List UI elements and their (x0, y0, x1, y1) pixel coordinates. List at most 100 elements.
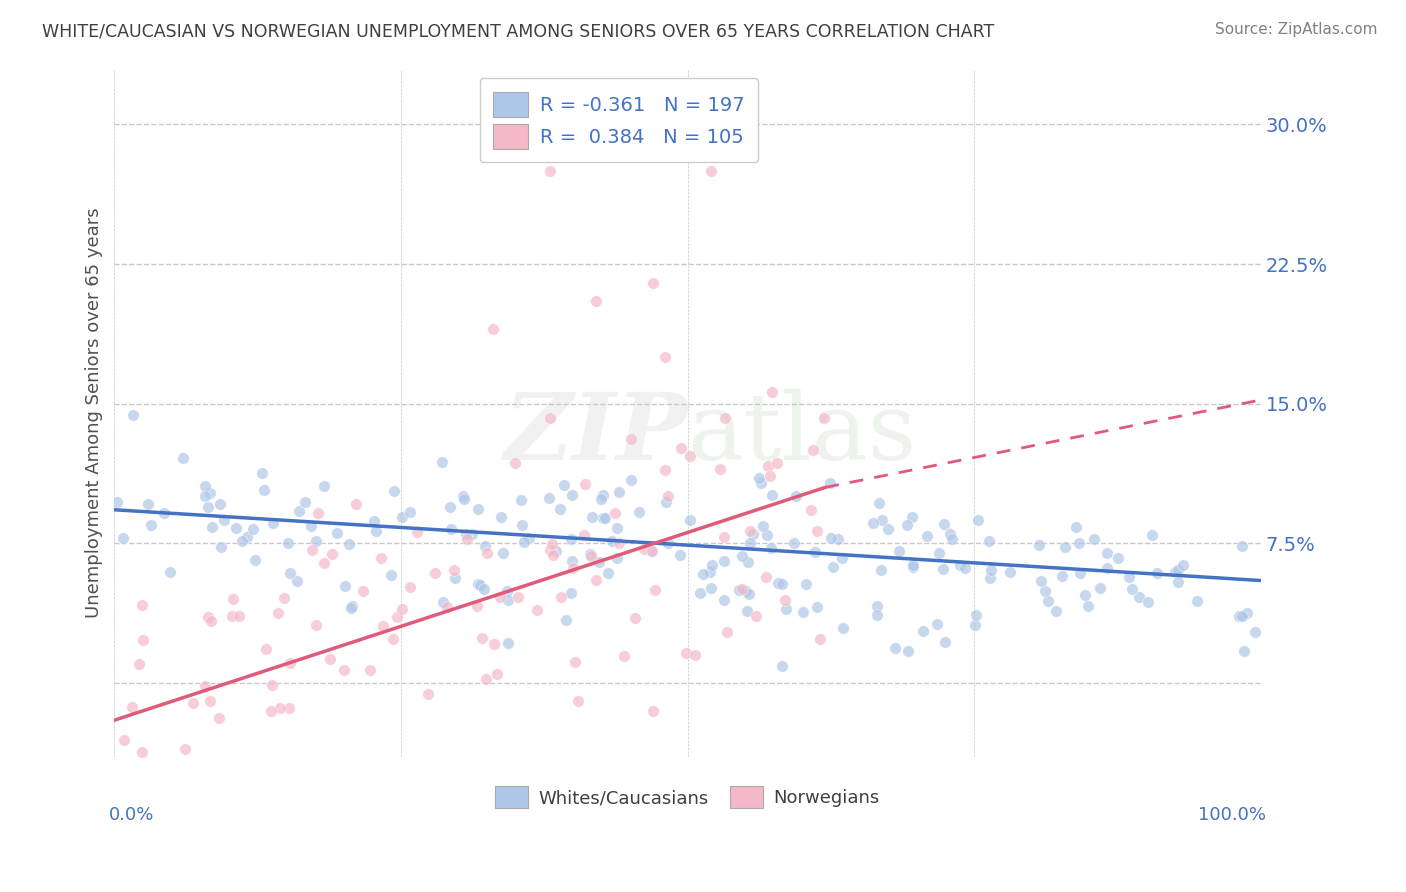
Point (208, 710, 231, 724)
Point (550, 591, 572, 605)
Point (581, 509, 603, 524)
Point (194, 489, 217, 503)
Point (277, 536, 299, 550)
Point (561, 554, 583, 568)
Point (1053, 540, 1076, 554)
Point (738, 536, 761, 550)
Point (595, 511, 617, 525)
Point (359, 663, 381, 677)
Point (1230, 609, 1253, 624)
Point (481, 322, 503, 336)
Point (901, 559, 924, 574)
Point (699, 566, 721, 580)
Point (806, 600, 828, 615)
Point (225, 521, 247, 535)
Point (692, 566, 714, 581)
Point (541, 537, 564, 551)
Text: WHITE/CAUCASIAN VS NORWEGIAN UNEMPLOYMENT AMONG SENIORS OVER 65 YEARS CORRELATIO: WHITE/CAUCASIAN VS NORWEGIAN UNEMPLOYMEN… (42, 22, 994, 40)
Point (766, 456, 789, 470)
Point (198, 694, 221, 708)
Point (145, 799, 167, 814)
Point (491, 546, 513, 560)
Point (953, 561, 976, 575)
Point (236, 530, 259, 544)
Point (606, 550, 628, 565)
Point (567, 694, 589, 708)
Point (977, 534, 1000, 549)
Point (131, 745, 153, 759)
Point (884, 640, 907, 655)
Point (153, 506, 176, 520)
Point (337, 537, 360, 551)
Point (198, 486, 221, 500)
Point (107, 494, 129, 508)
Point (801, 443, 824, 458)
Point (600, 533, 623, 548)
Point (1033, 584, 1056, 599)
Point (897, 643, 920, 657)
Point (900, 510, 922, 524)
Point (589, 492, 612, 507)
Point (391, 601, 413, 615)
Point (482, 637, 505, 651)
Point (1077, 599, 1099, 614)
Point (1028, 539, 1050, 553)
Y-axis label: Unemployment Among Seniors over 65 years: Unemployment Among Seniors over 65 years (86, 208, 103, 618)
Point (928, 546, 950, 560)
Point (212, 513, 235, 527)
Point (748, 471, 770, 485)
Point (870, 513, 893, 527)
Point (513, 535, 536, 549)
Point (439, 500, 461, 514)
Point (465, 599, 488, 614)
Point (326, 525, 349, 540)
Point (869, 564, 891, 578)
Point (136, 497, 159, 511)
Point (406, 524, 429, 539)
Point (304, 534, 326, 549)
Point (254, 641, 277, 656)
Point (294, 495, 316, 509)
Point (200, 614, 222, 628)
Point (592, 510, 614, 524)
Point (783, 536, 806, 550)
Point (751, 476, 773, 491)
Point (1142, 528, 1164, 542)
Point (112, 733, 135, 747)
Point (194, 479, 217, 493)
Point (927, 617, 949, 632)
Point (735, 604, 758, 618)
Point (896, 518, 918, 533)
Point (581, 549, 603, 563)
Point (221, 608, 243, 623)
Point (461, 526, 484, 541)
Point (332, 663, 354, 677)
Point (813, 410, 835, 425)
Point (738, 524, 761, 538)
Point (1146, 566, 1168, 580)
Point (141, 517, 163, 532)
Point (699, 581, 721, 595)
Point (173, 741, 195, 756)
Point (489, 590, 512, 604)
Point (606, 521, 628, 535)
Point (624, 611, 647, 625)
Point (737, 587, 759, 601)
Point (585, 573, 607, 587)
Point (620, 432, 643, 446)
Text: ZIP: ZIP (503, 389, 688, 479)
Point (267, 607, 290, 621)
Text: 100.0%: 100.0% (1198, 805, 1267, 823)
Text: atlas: atlas (688, 389, 917, 479)
Legend: Whites/Caucasians, Norwegians: Whites/Caucasians, Norwegians (486, 777, 889, 817)
Point (262, 678, 284, 692)
Point (477, 546, 499, 560)
Point (728, 583, 751, 598)
Text: 0.0%: 0.0% (108, 805, 155, 823)
Point (1164, 565, 1187, 579)
Point (1038, 594, 1060, 608)
Point (657, 536, 679, 550)
Point (752, 518, 775, 533)
Point (702, 558, 724, 572)
Point (735, 584, 758, 599)
